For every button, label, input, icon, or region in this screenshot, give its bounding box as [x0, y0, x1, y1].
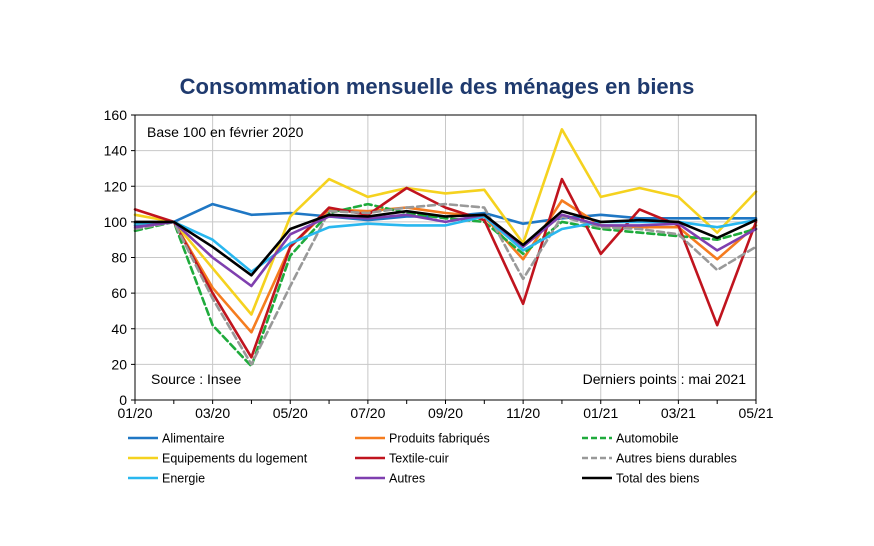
- legend-label: Energie: [162, 472, 205, 486]
- x-tick-label: 03/20: [195, 405, 230, 421]
- series-line-produits-fabriqu-s: [133, 199, 758, 334]
- y-tick-label: 0: [119, 392, 127, 408]
- series-lines: [133, 128, 758, 368]
- series-line-textile-cuir: [133, 177, 758, 359]
- series-line-automobile: [133, 202, 758, 368]
- legend-label: Autres: [389, 472, 425, 486]
- series-line-autres-biens-durables: [133, 202, 758, 366]
- series-line-equipements-du-logement: [133, 128, 758, 316]
- grid: [135, 115, 756, 400]
- legend-label: Automobile: [616, 432, 679, 446]
- y-tick-label: 100: [104, 214, 128, 230]
- y-tick-label: 160: [104, 107, 128, 123]
- y-tick-label: 80: [111, 250, 127, 266]
- chart-title: Consommation mensuelle des ménages en bi…: [179, 74, 695, 99]
- plot-border: [134, 114, 757, 401]
- x-tick-label: 01/20: [117, 405, 152, 421]
- base-note: Base 100 en février 2020: [147, 124, 304, 140]
- x-tick-label: 05/20: [273, 405, 308, 421]
- legend-label: Alimentaire: [162, 432, 225, 446]
- x-tick-label: 03/21: [661, 405, 696, 421]
- x-tick-label: 09/20: [428, 405, 463, 421]
- y-tick-label: 20: [111, 356, 127, 372]
- series-line-total-des-biens: [133, 209, 758, 277]
- legend-label: Textile-cuir: [389, 452, 449, 466]
- source-note: Source : Insee: [151, 371, 241, 387]
- y-tick-label: 120: [104, 178, 128, 194]
- legend-label: Equipements du logement: [162, 452, 308, 466]
- x-tick-label: 11/20: [506, 405, 540, 421]
- x-tick-label: 05/21: [738, 405, 773, 421]
- legend-label: Total des biens: [616, 472, 699, 486]
- legend-label: Produits fabriqués: [389, 432, 490, 446]
- legend-label: Autres biens durables: [616, 452, 737, 466]
- series-line-autres: [133, 213, 758, 288]
- x-tick-label: 01/21: [583, 405, 618, 421]
- axes: 0 20 40 60 80 100 120 140 160 01/20 03/20 05/20 07/2…: [104, 107, 774, 421]
- y-tick-label: 60: [111, 285, 127, 301]
- y-tick-label: 140: [104, 143, 128, 159]
- y-tick-label: 40: [111, 321, 127, 337]
- last-points-note: Derniers points : mai 2021: [583, 371, 747, 387]
- x-tick-label: 07/20: [350, 405, 385, 421]
- legend: Alimentaire Produits fabriqués Automobile E…: [128, 432, 737, 486]
